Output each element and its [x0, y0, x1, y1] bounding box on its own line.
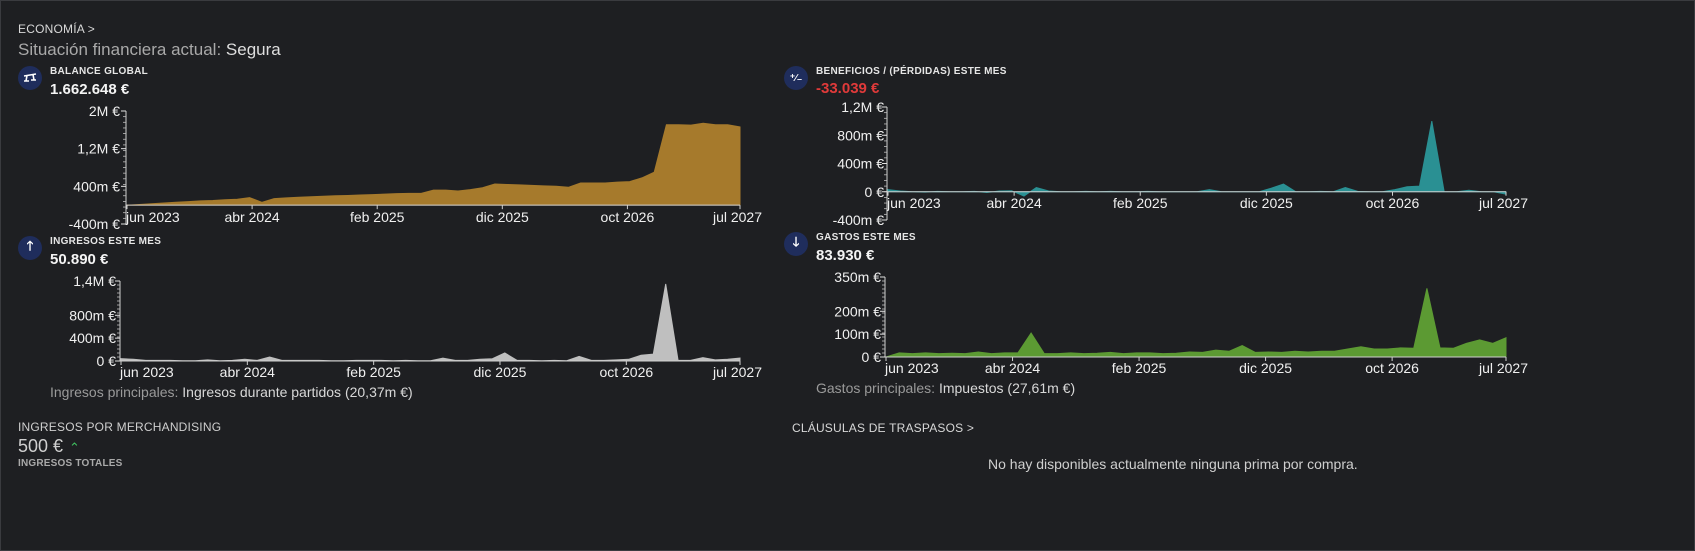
expenses-y-tick-label: 350m €	[834, 269, 881, 285]
balance-title: BALANCE GLOBAL	[50, 66, 149, 77]
profit-y-tick-label: 800m €	[837, 127, 884, 143]
profit-x-tick-label: abr 2024	[986, 195, 1041, 211]
balance-x-tick-label: jun 2023	[125, 209, 180, 225]
profit-x-tick-label: dic 2025	[1240, 195, 1293, 211]
balance-y-tick-label: 1,2M €	[77, 141, 120, 157]
expenses-value: 83.930 €	[816, 247, 875, 264]
arrow-down-icon: 🡓	[784, 232, 808, 256]
expenses-footer-value: Impuestos (27,61m €)	[938, 380, 1076, 396]
merchandising-title: INGRESOS POR MERCHANDISING	[18, 420, 222, 434]
expenses-x-tick-label: dic 2025	[1239, 360, 1292, 376]
balance-x-tick-label: jul 2027	[712, 209, 762, 225]
income-x-tick-label: oct 2026	[599, 364, 653, 380]
income-footer: Ingresos principales: Ingresos durante p…	[50, 384, 413, 400]
expenses-x-tick-label: jul 2027	[1478, 360, 1528, 376]
profit-y-tick-label: 400m €	[837, 156, 884, 172]
merchandising-subtitle: INGRESOS TOTALES	[18, 458, 123, 469]
income-x-tick-label: jul 2027	[712, 364, 762, 380]
profit-y-tick-label: 0 €	[865, 184, 885, 200]
trend-up-icon: ⌃	[69, 440, 80, 455]
transfer-clauses-link[interactable]: CLÁUSULAS DE TRASPASOS >	[792, 421, 975, 435]
financial-status-label: Situación financiera actual:	[18, 40, 222, 59]
income-title: INGRESOS ESTE MES	[50, 236, 162, 247]
income-footer-value: Ingresos durante partidos (20,37m €)	[182, 384, 413, 400]
income-x-tick-label: abr 2024	[220, 364, 275, 380]
expenses-y-tick-label: 0 €	[862, 349, 882, 365]
economy-section-link[interactable]: ECONOMÍA >	[18, 22, 96, 36]
income-y-tick-label: 800m €	[69, 307, 116, 323]
financial-status: Situación financiera actual: Segura	[18, 40, 281, 60]
income-y-tick-label: 1,4M €	[73, 273, 116, 289]
expenses-x-tick-label: oct 2026	[1365, 360, 1419, 376]
expenses-footer-label: Gastos principales:	[816, 380, 936, 396]
expenses-y-tick-label: 200m €	[834, 303, 881, 319]
expenses-area-series	[885, 288, 1507, 358]
income-y-tick-label: 0 €	[97, 353, 117, 369]
profit-x-tick-label: oct 2026	[1366, 195, 1420, 211]
expenses-x-tick-label: abr 2024	[985, 360, 1040, 376]
balance-y-tick-label: -400m €	[69, 216, 121, 232]
balance-y-tick-label: 400m €	[73, 178, 120, 194]
balance-area-series	[126, 122, 741, 206]
profit-x-tick-label: feb 2025	[1113, 195, 1168, 211]
profit-title: BENEFICIOS / (PÉRDIDAS) ESTE MES	[816, 66, 1007, 77]
balance-value: 1.662.648 €	[50, 81, 130, 98]
balance-x-tick-label: abr 2024	[224, 209, 279, 225]
income-y-tick-label: 400m €	[69, 330, 116, 346]
balance-x-tick-label: oct 2026	[601, 209, 655, 225]
profit-x-tick-label: jun 2023	[886, 195, 941, 211]
arrow-up-icon: 🡑	[18, 236, 42, 260]
profit-x-tick-label: jul 2027	[1478, 195, 1528, 211]
merchandising-value: 500 €	[18, 436, 64, 456]
balance-x-tick-label: feb 2025	[350, 209, 405, 225]
expenses-chart: 0 € 100m € 200m € 350m € jun 2023 abr 2024 feb…	[834, 269, 1528, 376]
expenses-x-tick-label: jun 2023	[884, 360, 939, 376]
transfer-clauses-empty-message: No hay disponibles actualmente ninguna p…	[988, 456, 1358, 472]
scale-icon	[18, 66, 42, 90]
profit-area-series	[887, 121, 1507, 197]
income-x-tick-label: jun 2023	[119, 364, 174, 380]
expenses-footer: Gastos principales: Impuestos (27,61m €)	[816, 380, 1075, 396]
income-area-series	[120, 283, 741, 362]
profit-y-tick-label: -400m €	[833, 212, 885, 228]
expenses-title: GASTOS ESTE MES	[816, 232, 916, 243]
plus-minus-icon: ⁺∕₋	[784, 66, 808, 90]
income-chart: 0 € 400m € 800m € 1,4M € jun 2023 abr 2024 feb…	[69, 273, 762, 380]
income-value: 50.890 €	[50, 251, 109, 268]
merchandising-value-row: 500 € ⌃	[18, 436, 80, 457]
expenses-x-tick-label: feb 2025	[1112, 360, 1167, 376]
profit-y-tick-label: 1,2M €	[841, 99, 884, 115]
profit-value: -33.039 €	[816, 80, 880, 97]
profit-chart: -400m € 0 € 400m € 800m € 1,2M € jun 2023 abr …	[833, 99, 1529, 228]
balance-x-tick-label: dic 2025	[476, 209, 529, 225]
income-x-tick-label: feb 2025	[346, 364, 401, 380]
expenses-y-tick-label: 100m €	[834, 326, 881, 342]
financial-status-value: Segura	[225, 40, 281, 59]
balance-chart: -400m € 400m € 1,2M € 2M € jun 2023 abr 2024 f…	[69, 103, 763, 232]
income-footer-label: Ingresos principales:	[50, 384, 179, 400]
income-x-tick-label: dic 2025	[474, 364, 527, 380]
balance-y-tick-label: 2M €	[89, 103, 120, 119]
